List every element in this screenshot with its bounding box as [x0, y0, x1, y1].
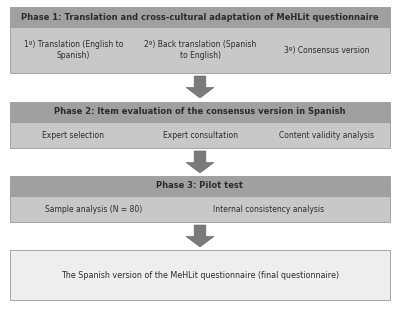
- Bar: [10, 7, 390, 27]
- Polygon shape: [186, 225, 214, 247]
- Bar: [10, 250, 390, 300]
- Text: Phase 1: Translation and cross-cultural adaptation of MeHLit questionnaire: Phase 1: Translation and cross-cultural …: [21, 12, 379, 21]
- Bar: [10, 102, 390, 122]
- Text: Content validity analysis: Content validity analysis: [279, 131, 374, 140]
- Bar: [10, 196, 390, 222]
- Text: Phase 3: Pilot test: Phase 3: Pilot test: [156, 181, 244, 191]
- Bar: [10, 122, 390, 148]
- Bar: [10, 176, 390, 196]
- Text: Phase 2: Item evaluation of the consensus version in Spanish: Phase 2: Item evaluation of the consensu…: [54, 108, 346, 117]
- Text: Internal consistency analysis: Internal consistency analysis: [213, 205, 324, 214]
- Text: 3º) Consensus version: 3º) Consensus version: [284, 46, 370, 55]
- Text: Expert selection: Expert selection: [42, 131, 104, 140]
- Text: The Spanish version of the MeHLit questionnaire (final questionnaire): The Spanish version of the MeHLit questi…: [61, 271, 339, 280]
- Polygon shape: [186, 76, 214, 98]
- Polygon shape: [186, 151, 214, 173]
- Text: Expert consultation: Expert consultation: [162, 131, 238, 140]
- Text: 1º) Translation (English to
Spanish): 1º) Translation (English to Spanish): [24, 40, 123, 60]
- Bar: [10, 27, 390, 73]
- Text: 2º) Back translation (Spanish
to English): 2º) Back translation (Spanish to English…: [144, 40, 256, 60]
- Text: Sample analysis (N = 80): Sample analysis (N = 80): [45, 205, 142, 214]
